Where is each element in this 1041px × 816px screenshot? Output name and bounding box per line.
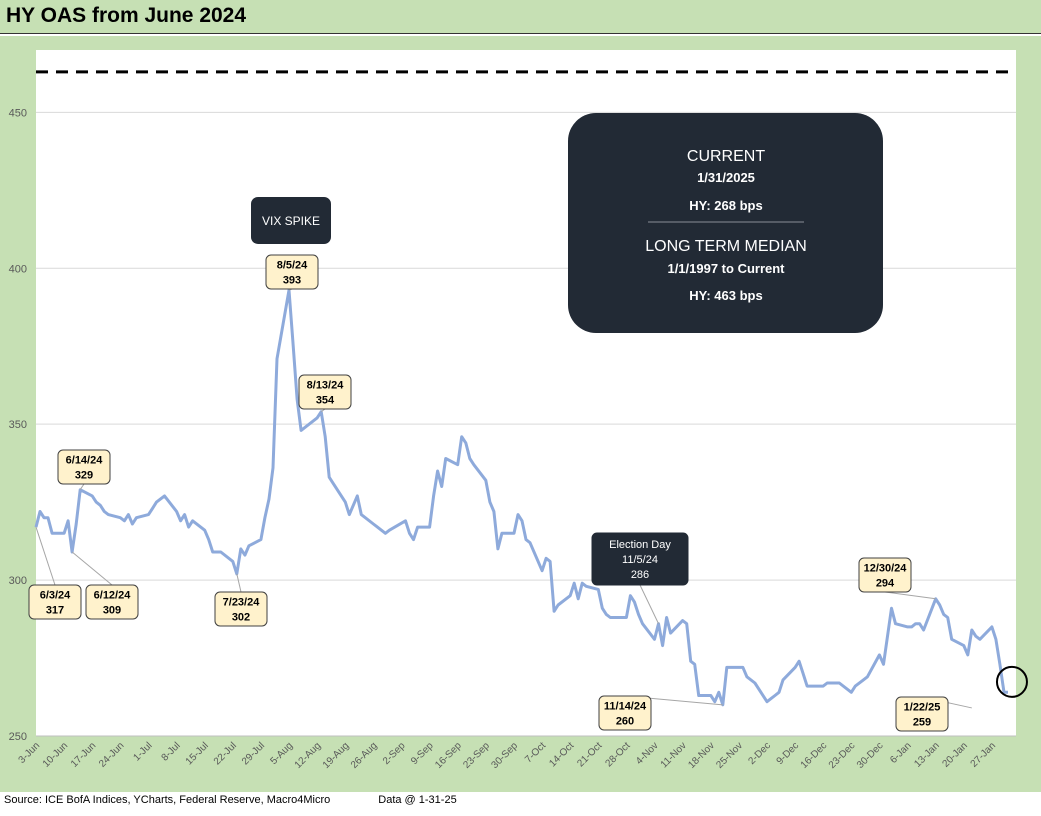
x-tick-label: 23-Sep bbox=[461, 740, 492, 771]
y-tick-label: 350 bbox=[9, 419, 27, 431]
annotation-date: 11/5/24 bbox=[622, 554, 658, 566]
annotation-date: 12/30/24 bbox=[864, 563, 908, 575]
annotation-box bbox=[28, 584, 82, 620]
annotation-value: 354 bbox=[316, 395, 335, 407]
x-tick-label: 30-Dec bbox=[855, 740, 886, 771]
y-tick-label: 300 bbox=[9, 575, 27, 587]
current-date: 1/31/2025 bbox=[697, 170, 755, 185]
x-tick-label: 8-Jul bbox=[160, 740, 183, 763]
x-tick-label: 22-Jul bbox=[212, 740, 239, 767]
annotation-value: 286 bbox=[631, 569, 649, 581]
x-tick-label: 2-Dec bbox=[746, 740, 773, 767]
annotation-leader bbox=[35, 526, 56, 586]
y-axis-ticks: 250 300 350 400 450 bbox=[9, 107, 27, 743]
annotation-box bbox=[298, 374, 352, 410]
x-tick-label: 30-Sep bbox=[489, 740, 520, 771]
annotation-value: 393 bbox=[283, 275, 301, 287]
x-tick-label: 6-Jan bbox=[888, 740, 913, 765]
annotation-box bbox=[591, 532, 689, 586]
page-title: HY OAS from June 2024 bbox=[6, 4, 247, 27]
annotation-box bbox=[214, 591, 268, 627]
x-tick-label: 18-Nov bbox=[686, 740, 717, 771]
annotation-leader bbox=[884, 591, 936, 600]
annotation-value: 294 bbox=[876, 578, 895, 590]
hy-oas-series-line bbox=[34, 288, 1008, 707]
vix-spike-box bbox=[251, 197, 331, 244]
annotation-date: 6/12/24 bbox=[94, 590, 132, 602]
x-tick-label: 9-Sep bbox=[409, 740, 436, 767]
x-tick-label: 12-Aug bbox=[293, 740, 324, 771]
latest-value-circle-marker bbox=[995, 665, 1028, 698]
x-tick-label: 9-Dec bbox=[775, 740, 802, 767]
annotation-value: 309 bbox=[103, 605, 121, 617]
x-tick-label: 7-Oct bbox=[523, 740, 548, 765]
current-heading: CURRENT bbox=[687, 148, 765, 165]
annotation-box bbox=[265, 254, 319, 290]
annotation-box bbox=[598, 695, 652, 731]
current-value: HY: 268 bps bbox=[689, 198, 762, 213]
annotation-date: 7/23/24 bbox=[223, 597, 261, 609]
x-tick-label: 17-Jun bbox=[69, 740, 98, 769]
data-date-note: Data @ 1-31-25 bbox=[378, 794, 457, 806]
median-value: HY: 463 bps bbox=[689, 288, 762, 303]
x-tick-label: 20-Jan bbox=[941, 740, 970, 769]
x-tick-label: 29-Jul bbox=[240, 740, 267, 767]
x-tick-label: 15-Jul bbox=[184, 740, 211, 767]
annotation-date: 1/22/25 bbox=[904, 702, 941, 714]
annotation-leader bbox=[236, 573, 242, 593]
footer: Source: ICE BofA Indices, YCharts, Feder… bbox=[4, 794, 457, 806]
annotation-date: 6/14/24 bbox=[66, 455, 104, 467]
annotation-box bbox=[57, 449, 111, 485]
y-tick-label: 250 bbox=[9, 731, 27, 743]
median-range: 1/1/1997 to Current bbox=[667, 261, 785, 276]
annotation-date: 6/3/24 bbox=[40, 590, 71, 602]
median-heading: LONG TERM MEDIAN bbox=[645, 238, 807, 255]
x-tick-label: 4-Nov bbox=[634, 740, 661, 767]
annotation-date: Election Day bbox=[609, 539, 671, 551]
x-tick-label: 28-Oct bbox=[604, 740, 633, 769]
annotation-leader bbox=[71, 551, 113, 586]
annotation-value: 259 bbox=[913, 717, 931, 729]
annotation-value: 302 bbox=[232, 612, 250, 624]
x-tick-label: 13-Jan bbox=[912, 740, 941, 769]
x-tick-label: 26-Aug bbox=[349, 740, 380, 771]
x-tick-label: 19-Aug bbox=[321, 740, 352, 771]
annotations: 6/3/24 317 6/12/24 309 6/14/24 329 7/23/24 302 8… bbox=[28, 254, 949, 732]
vix-spike-label: VIX SPIKE bbox=[262, 214, 320, 228]
y-tick-label: 450 bbox=[9, 107, 27, 119]
x-tick-label: 5-Aug bbox=[269, 740, 296, 767]
source-note: Source: ICE BofA Indices, YCharts, Feder… bbox=[4, 794, 331, 806]
x-tick-label: 14-Oct bbox=[547, 740, 576, 769]
y-tick-label: 400 bbox=[9, 263, 27, 275]
annotation-date: 11/14/24 bbox=[604, 701, 647, 713]
annotation-value: 329 bbox=[75, 470, 93, 482]
x-tick-label: 11-Nov bbox=[659, 740, 689, 770]
x-tick-label: 16-Dec bbox=[799, 740, 830, 771]
annotation-value: 317 bbox=[46, 605, 64, 617]
annotation-value: 260 bbox=[616, 716, 634, 728]
x-tick-label: 3-Jun bbox=[17, 740, 42, 765]
annotation-box bbox=[858, 557, 912, 593]
x-tick-label: 23-Dec bbox=[827, 740, 858, 771]
info-box bbox=[568, 113, 883, 333]
x-tick-label: 16-Sep bbox=[433, 740, 464, 771]
x-tick-label: 24-Jun bbox=[97, 740, 126, 769]
x-tick-label: 21-Oct bbox=[575, 740, 604, 769]
annotation-leader bbox=[639, 584, 659, 624]
annotation-date: 8/13/24 bbox=[307, 380, 345, 392]
annotation-box bbox=[895, 696, 949, 732]
x-tick-label: 1-Jul bbox=[131, 740, 154, 763]
annotation-leader bbox=[79, 483, 85, 490]
x-tick-label: 25-Nov bbox=[714, 740, 745, 771]
title-bar: HY OAS from June 2024 bbox=[0, 0, 1041, 34]
x-tick-label: 2-Sep bbox=[381, 740, 408, 767]
x-tick-label: 27-Jan bbox=[969, 740, 998, 769]
annotation-box bbox=[85, 584, 139, 620]
annotation-date: 8/5/24 bbox=[277, 260, 308, 272]
x-tick-label: 10-Jun bbox=[41, 740, 70, 769]
